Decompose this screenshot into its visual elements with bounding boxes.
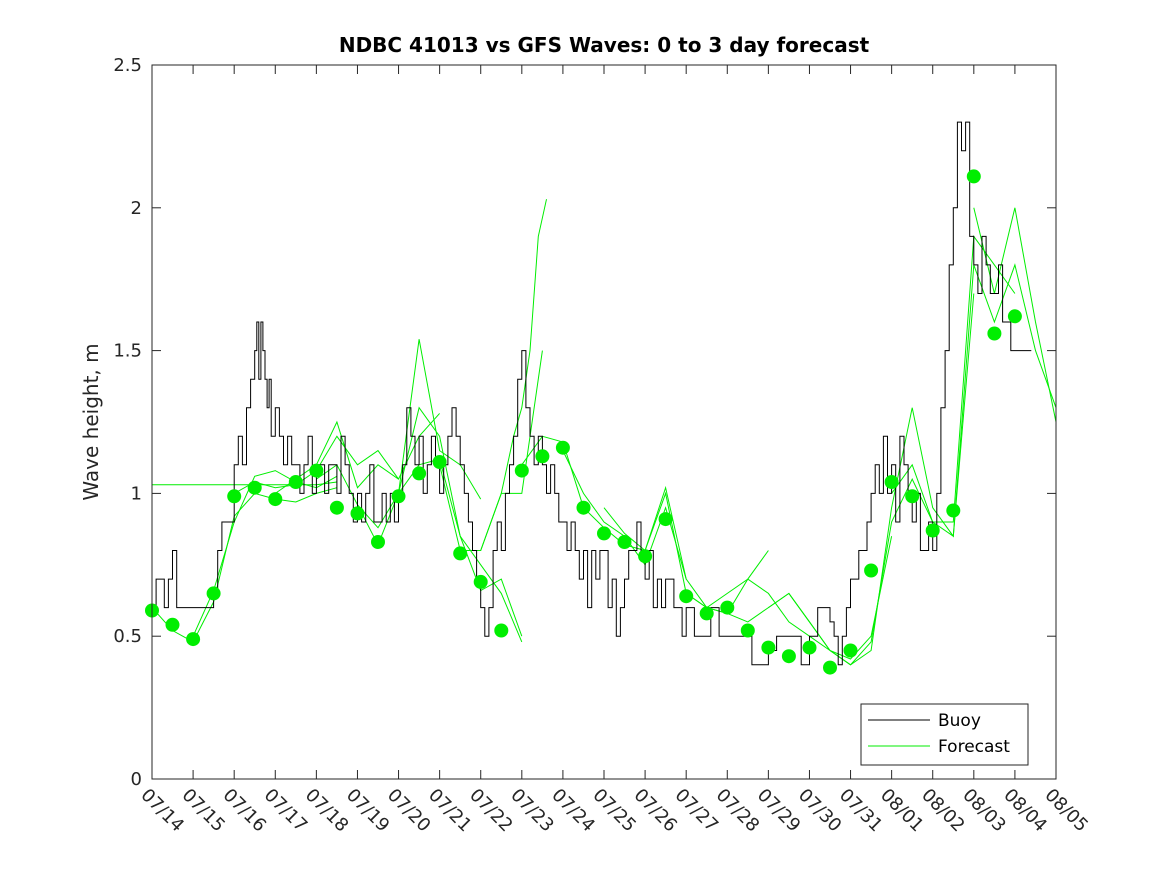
y-axis: 0 0.5 1 1.5 2 2.5 bbox=[113, 55, 1056, 790]
analysis-point bbox=[884, 475, 899, 489]
forecast-run-1 bbox=[151, 487, 338, 643]
analysis-point bbox=[617, 535, 632, 549]
analysis-point bbox=[350, 506, 365, 521]
analysis-point bbox=[946, 503, 961, 518]
analysis-point bbox=[227, 489, 242, 504]
analysis-point bbox=[329, 500, 344, 515]
analysis-point bbox=[925, 523, 940, 538]
analysis-point bbox=[473, 574, 488, 589]
analysis-point bbox=[781, 649, 796, 664]
analysis-point bbox=[1007, 309, 1022, 324]
analysis-point bbox=[679, 589, 694, 604]
buoy-line bbox=[152, 121, 1032, 666]
y-tick-label: 1 bbox=[131, 483, 142, 504]
plot-background bbox=[152, 65, 1056, 779]
forecast-run-9 bbox=[480, 199, 547, 551]
analysis-point bbox=[165, 617, 180, 632]
analysis-point bbox=[966, 169, 981, 184]
y-axis-label: Wave height, m bbox=[79, 343, 103, 500]
analysis-point bbox=[720, 600, 735, 615]
buoy-series bbox=[152, 121, 1032, 666]
analysis-point bbox=[206, 586, 221, 601]
analysis-point bbox=[309, 463, 324, 478]
analysis-point bbox=[268, 492, 283, 507]
legend: Buoy Forecast bbox=[860, 703, 1029, 766]
legend-forecast-label: Forecast bbox=[938, 737, 1010, 757]
forecast-run-20 bbox=[932, 263, 1057, 538]
legend-box bbox=[860, 703, 1029, 766]
y-tick-label: 0.5 bbox=[113, 626, 142, 647]
analysis-point bbox=[843, 643, 858, 658]
analysis-point bbox=[638, 549, 653, 564]
analysis-point bbox=[535, 449, 550, 464]
y-tick-label: 2.5 bbox=[113, 55, 142, 76]
forecast-run-6 bbox=[357, 406, 523, 637]
y-tick-label: 2 bbox=[131, 198, 142, 219]
analysis-point bbox=[864, 563, 879, 578]
forecast-run-17 bbox=[809, 477, 934, 666]
analysis-point bbox=[371, 535, 385, 549]
legend-buoy-label: Buoy bbox=[938, 711, 981, 731]
analysis-point bbox=[802, 640, 817, 655]
analysis-point bbox=[761, 640, 776, 655]
analysis-point bbox=[699, 606, 714, 621]
forecast-run-2 bbox=[192, 470, 338, 637]
analysis-point bbox=[288, 475, 303, 489]
analysis-point bbox=[186, 632, 201, 647]
analysis-point bbox=[494, 623, 509, 638]
analysis-point bbox=[597, 526, 611, 541]
analysis-point bbox=[555, 440, 570, 455]
analysis-point bbox=[987, 326, 1002, 341]
plot-area bbox=[145, 64, 1057, 780]
y-tick-label: 1.5 bbox=[113, 341, 142, 362]
analysis-point bbox=[905, 489, 920, 504]
analysis-point bbox=[247, 480, 262, 495]
analysis-point bbox=[391, 489, 406, 504]
analysis-markers bbox=[145, 169, 1022, 675]
analysis-point bbox=[658, 512, 673, 527]
analysis-point bbox=[514, 463, 529, 478]
forecast-run-19 bbox=[891, 234, 1016, 523]
analysis-point bbox=[412, 466, 427, 481]
analysis-point bbox=[576, 500, 591, 515]
y-tick-label: 0 bbox=[131, 769, 142, 790]
analysis-point bbox=[453, 546, 468, 561]
analysis-point bbox=[823, 660, 837, 675]
analysis-point bbox=[740, 623, 755, 638]
forecast-run-4 bbox=[275, 413, 440, 494]
chart-title: NDBC 41013 vs GFS Waves: 0 to 3 day fore… bbox=[339, 33, 870, 57]
analysis-point bbox=[432, 455, 447, 469]
